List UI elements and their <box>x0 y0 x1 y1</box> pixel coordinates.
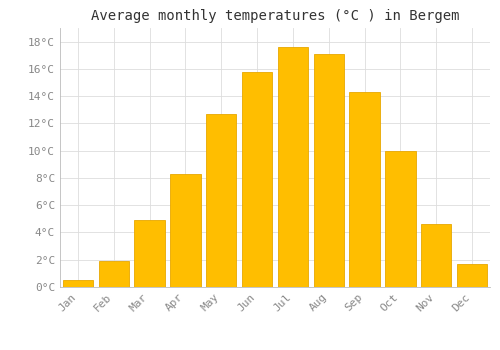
Bar <box>314 54 344 287</box>
Bar <box>206 114 236 287</box>
Bar <box>457 264 488 287</box>
Bar <box>278 47 308 287</box>
Bar <box>170 174 200 287</box>
Bar <box>134 220 165 287</box>
Bar <box>350 92 380 287</box>
Bar <box>62 280 93 287</box>
Bar <box>385 151 416 287</box>
Bar <box>98 261 129 287</box>
Bar <box>242 72 272 287</box>
Bar <box>421 224 452 287</box>
Title: Average monthly temperatures (°C ) in Bergem: Average monthly temperatures (°C ) in Be… <box>91 9 459 23</box>
